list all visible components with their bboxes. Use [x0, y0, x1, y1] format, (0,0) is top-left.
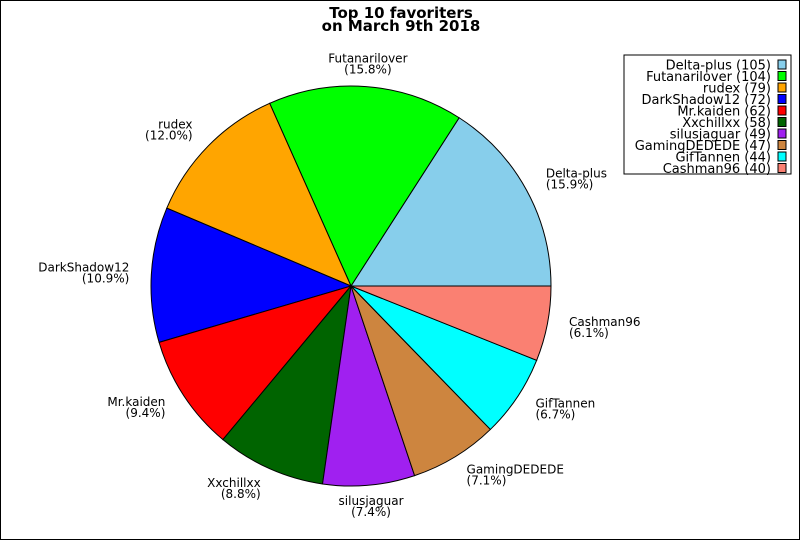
legend-entry-label: silusjaguar (49) — [670, 128, 771, 143]
legend-swatch — [777, 59, 787, 70]
slice-label: Cashman96 — [569, 315, 641, 329]
legend-swatch — [777, 163, 787, 173]
legend-entry-label: DarkShadow12 (72) — [641, 93, 771, 108]
pie-slice-xxchillxx — [222, 284, 352, 485]
slice-label: rudex — [158, 118, 192, 132]
slice-percent-label: (6.7%) — [535, 408, 575, 422]
legend-swatch — [777, 128, 787, 139]
legend-swatch — [777, 94, 787, 104]
slice-percent-label: (7.4%) — [351, 505, 391, 519]
legend-swatch — [777, 82, 787, 93]
slice-label: Futanarilover — [328, 52, 407, 66]
legend-entry-label: Delta-plus (105) — [666, 59, 771, 74]
legend-swatch — [777, 140, 787, 150]
slice-label: Delta-plus — [546, 167, 607, 181]
chart-title-line2: on March 9th 2018 — [322, 17, 481, 35]
slice-label: Mr.kaiden — [107, 395, 165, 409]
legend-entry-label: Xxchillxx (58) — [682, 116, 771, 131]
legend-swatch — [777, 105, 787, 116]
slice-percent-label: (8.8%) — [221, 487, 261, 501]
legend-entry-label: GifTannen (44) — [675, 151, 771, 166]
slice-label: GifTannen — [535, 397, 595, 411]
slice-label: Xxchillxx — [207, 476, 261, 490]
slice-percent-label: (9.4%) — [126, 406, 166, 420]
legend-entry-label: Futanarilover (104) — [646, 70, 771, 85]
legend-swatch — [777, 71, 787, 81]
pie-slice-cashman96 — [350, 285, 552, 361]
pie-slice-mr-kaiden — [158, 285, 353, 441]
slice-percent-label: (10.9%) — [82, 271, 129, 285]
slice-label: DarkShadow12 — [38, 260, 129, 274]
legend-swatch — [777, 151, 787, 162]
slice-label: GamingDEDEDE — [467, 463, 564, 477]
legend-entry-label: GamingDEDEDE (47) — [635, 139, 771, 154]
legend-entry-label: rudex (79) — [703, 82, 771, 97]
pie-slice-rudex — [166, 102, 352, 287]
chart-title-line1: Top 10 favoriters — [329, 4, 473, 22]
legend-box — [623, 54, 792, 175]
legend-swatch — [777, 117, 787, 127]
slice-percent-label: (7.1%) — [467, 474, 507, 488]
pie-slice-delta-plus — [350, 117, 552, 287]
pie-slice-darkshadow12 — [150, 207, 353, 343]
legend-entry-label: Cashman96 (40) — [663, 162, 771, 177]
slice-percent-label: (6.1%) — [569, 326, 609, 340]
slice-percent-label: (12.0%) — [145, 129, 192, 143]
slice-percent-label: (15.8%) — [344, 63, 391, 77]
legend-entry-label: Mr.kaiden (62) — [677, 105, 771, 120]
pie-slice-futanarilover — [268, 85, 460, 288]
slice-label: silusjaguar — [339, 494, 404, 508]
slice-percent-label: (15.9%) — [546, 178, 593, 192]
